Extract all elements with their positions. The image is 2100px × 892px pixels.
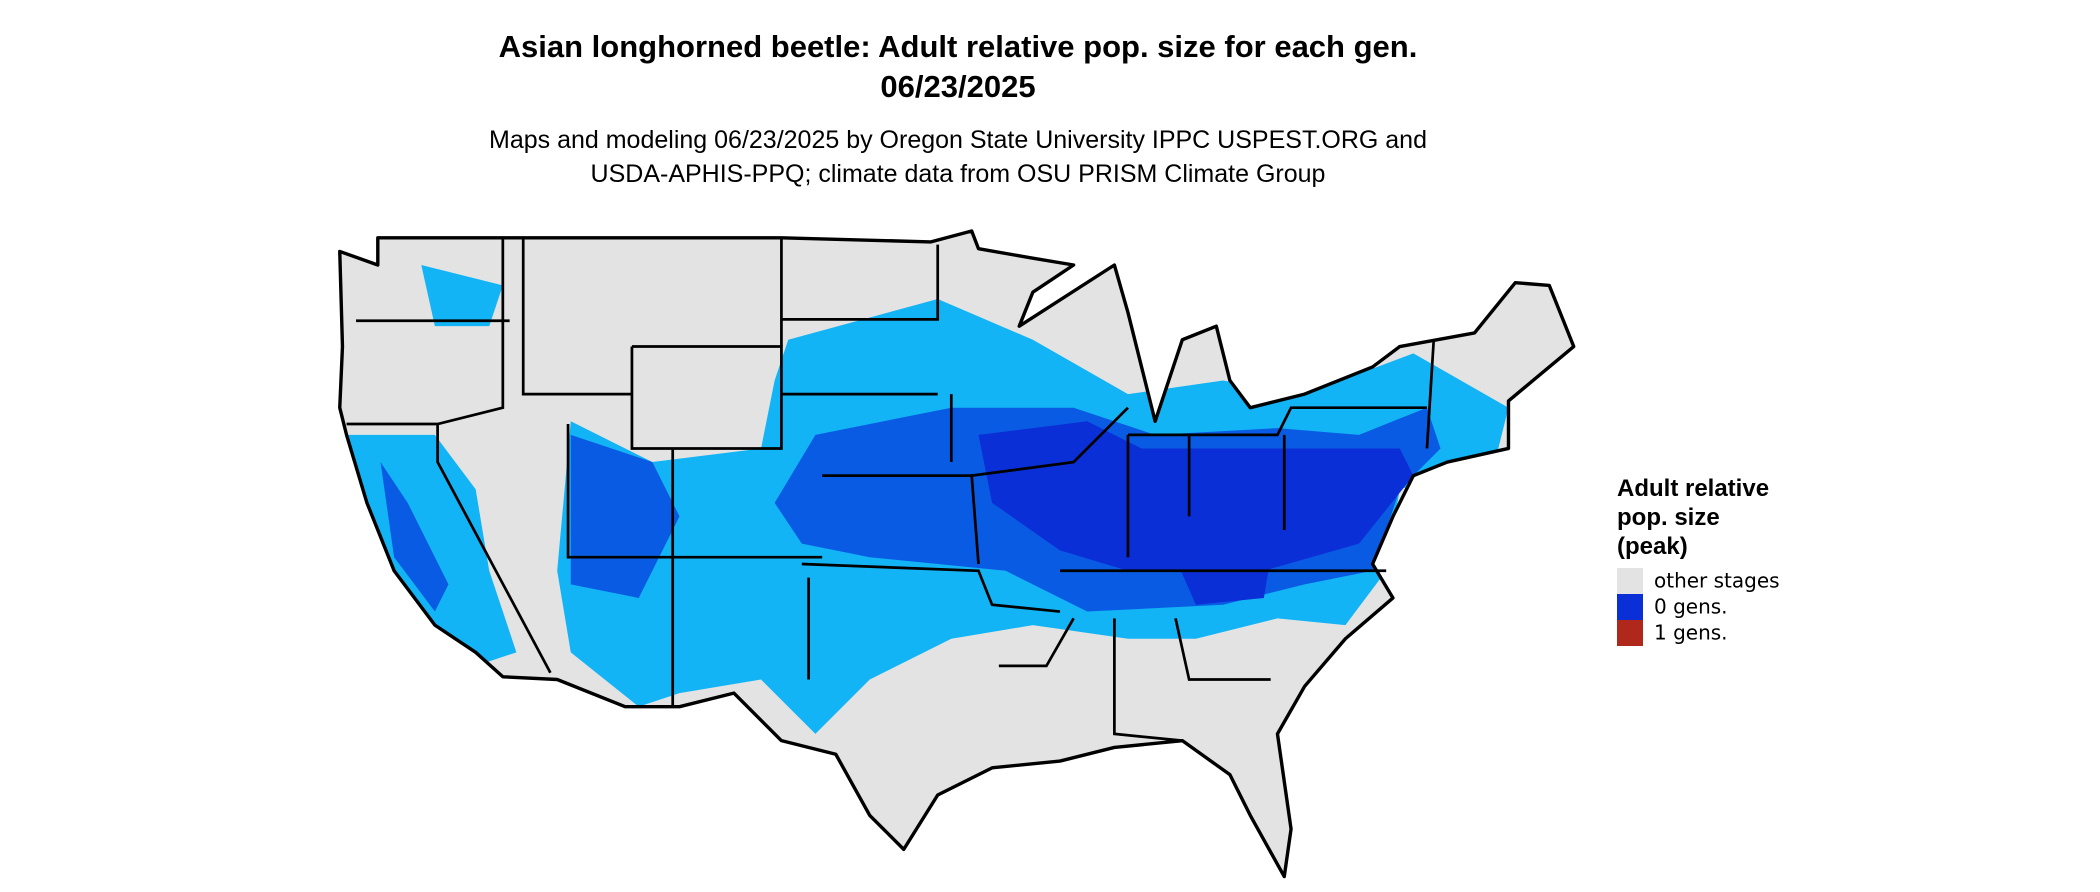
legend-title: (peak): [1617, 533, 1688, 560]
legend-swatch: [1617, 620, 1643, 646]
legend-label: other stages: [1654, 569, 1780, 593]
legend-title: pop. size: [1617, 504, 1720, 531]
map: [338, 229, 1576, 879]
legend-label: 1 gens.: [1654, 621, 1728, 645]
legend-swatch: [1617, 594, 1643, 620]
title: Asian longhorned beetle: Adult relative …: [499, 29, 1418, 64]
legend-label: 0 gens.: [1654, 595, 1728, 619]
legend-swatch: [1617, 568, 1643, 594]
legend-title: Adult relative: [1617, 475, 1769, 502]
title: 06/23/2025: [880, 69, 1035, 104]
subtitle: Maps and modeling 06/23/2025 by Oregon S…: [489, 126, 1427, 154]
subtitle: USDA-APHIS-PPQ; climate data from OSU PR…: [591, 160, 1326, 188]
